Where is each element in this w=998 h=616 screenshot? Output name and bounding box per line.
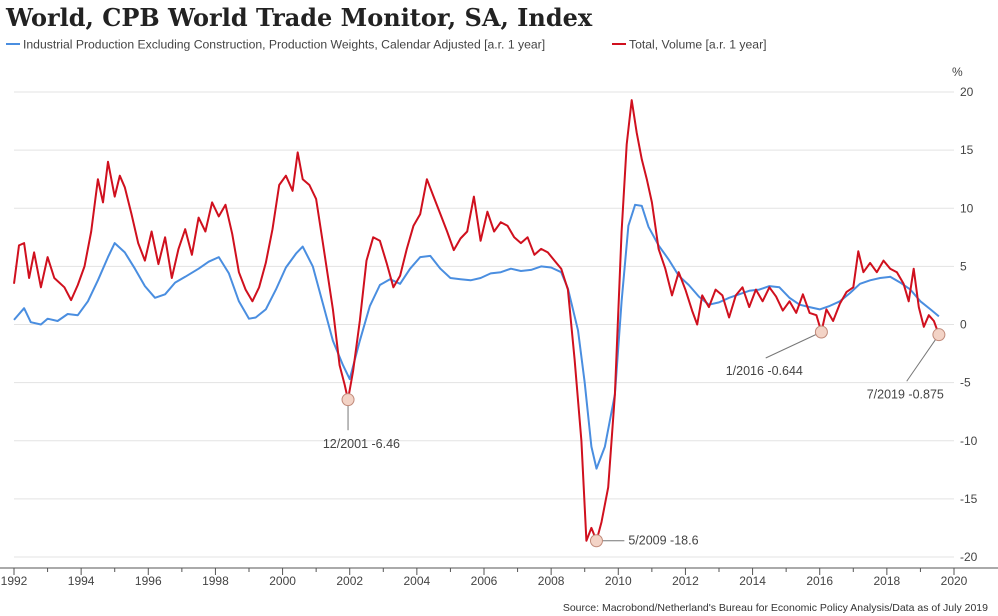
x-tick-label: 2006 [471, 574, 498, 588]
x-tick-label: 2016 [806, 574, 833, 588]
annotation-label: 1/2016 -0.644 [726, 364, 803, 378]
legend-label-trade: Total, Volume [a.r. 1 year] [629, 38, 767, 52]
x-tick-label: 2010 [605, 574, 632, 588]
annotation-marker [932, 328, 946, 342]
x-tick-label: 1996 [135, 574, 162, 588]
y-tick-label: 0 [960, 318, 967, 332]
annotation-label: 5/2009 -18.6 [628, 534, 698, 548]
y-tick-label: -15 [960, 492, 978, 506]
series-lines [13, 99, 940, 542]
y-tick-label: 10 [960, 201, 974, 215]
x-tick-label: 2018 [874, 574, 901, 588]
gridlines [14, 91, 954, 558]
x-tick-label: 1992 [1, 574, 28, 588]
annotation-label: 7/2019 -0.875 [867, 387, 944, 401]
y-tick-label: -20 [960, 550, 978, 564]
x-tick-label: 2002 [336, 574, 363, 588]
y-tick-label: 15 [960, 143, 974, 157]
chart-title: World, CPB World Trade Monitor, SA, Inde… [5, 3, 593, 32]
y-tick-label: 20 [960, 85, 974, 99]
x-tick-label: 1998 [202, 574, 229, 588]
x-tick-label: 2014 [739, 574, 766, 588]
x-tick-label: 2008 [538, 574, 565, 588]
legend: Industrial Production Excluding Construc… [6, 38, 767, 52]
series-line-trade [13, 99, 940, 542]
y-axis: 20 15 10 5 0 -5 -10 -15 -20 [960, 85, 978, 564]
x-tick-label: 2004 [404, 574, 431, 588]
annotation-label: 12/2001 -6.46 [323, 437, 400, 451]
y-tick-label: -10 [960, 434, 978, 448]
y-tick-label: -5 [960, 376, 971, 390]
x-axis: 1992 1994 1996 1998 2000 2002 2004 2006 2008 2010… [0, 567, 998, 588]
annotation-leader [765, 331, 822, 359]
annotation-marker [341, 393, 355, 407]
annotation-marker [814, 325, 828, 339]
x-tick-label: 2020 [941, 574, 968, 588]
x-tick-label: 2012 [672, 574, 699, 588]
x-tick-label: 1994 [68, 574, 95, 588]
y-tick-label: 5 [960, 259, 967, 273]
annotations: 12/2001 -6.46 5/2009 -18.6 1/2016 -0.644 7/… [323, 325, 946, 548]
source-note: Source: Macrobond/Netherland's Bureau fo… [563, 602, 988, 614]
series-line-industrial [13, 203, 940, 470]
legend-label-industrial: Industrial Production Excluding Construc… [23, 38, 545, 52]
annotation-leader [906, 334, 940, 382]
y-axis-unit: % [952, 65, 963, 79]
x-tick-label: 2000 [269, 574, 296, 588]
annotation-marker [589, 534, 603, 548]
